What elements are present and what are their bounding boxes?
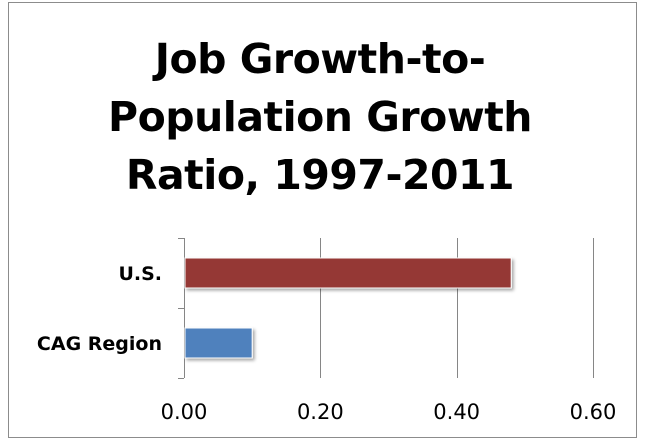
x-tick-label-3: 0.60 (570, 400, 617, 424)
bar-u-s (184, 257, 512, 289)
chart-frame (8, 2, 637, 438)
x-tick-label-2: 0.40 (433, 400, 480, 424)
chart-title-line-1: Job Growth-to- (154, 35, 486, 83)
chart-title: Job Growth-to- Population Growth Ratio, … (90, 30, 550, 204)
x-tick-label-1: 0.20 (297, 400, 344, 424)
category-label-1: CAG Region (37, 333, 162, 355)
bar-cag-region (184, 327, 253, 359)
chart-title-line-2: Population Growth (108, 93, 532, 141)
chart-title-line-3: Ratio, 1997-2011 (125, 151, 515, 199)
category-label-0: U.S. (118, 263, 162, 285)
x-tick-label-0: 0.00 (161, 400, 208, 424)
